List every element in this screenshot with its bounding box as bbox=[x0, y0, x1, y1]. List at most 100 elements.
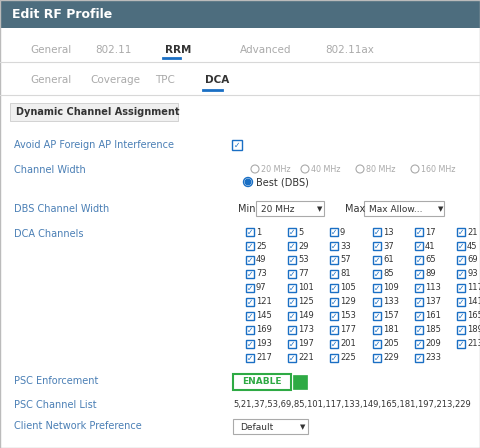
Text: ✓: ✓ bbox=[289, 353, 295, 362]
Text: 117: 117 bbox=[467, 284, 480, 293]
Text: 5,21,37,53,69,85,101,117,133,149,165,181,197,213,229: 5,21,37,53,69,85,101,117,133,149,165,181… bbox=[233, 401, 471, 409]
Text: 53: 53 bbox=[298, 255, 309, 264]
Text: 141: 141 bbox=[467, 297, 480, 306]
Text: 221: 221 bbox=[298, 353, 314, 362]
FancyBboxPatch shape bbox=[288, 326, 296, 334]
FancyBboxPatch shape bbox=[288, 312, 296, 320]
FancyBboxPatch shape bbox=[330, 326, 338, 334]
Text: Max Allow...: Max Allow... bbox=[369, 204, 422, 214]
FancyBboxPatch shape bbox=[373, 298, 381, 306]
FancyBboxPatch shape bbox=[415, 340, 423, 348]
Text: ✓: ✓ bbox=[458, 326, 464, 335]
Text: 181: 181 bbox=[383, 326, 399, 335]
FancyBboxPatch shape bbox=[457, 340, 465, 348]
Text: ✓: ✓ bbox=[374, 326, 380, 335]
Text: 5: 5 bbox=[298, 228, 303, 237]
FancyBboxPatch shape bbox=[330, 312, 338, 320]
Text: 105: 105 bbox=[340, 284, 356, 293]
Text: 9: 9 bbox=[340, 228, 345, 237]
FancyBboxPatch shape bbox=[373, 326, 381, 334]
FancyBboxPatch shape bbox=[373, 354, 381, 362]
Text: ✓: ✓ bbox=[247, 228, 253, 237]
Text: DCA Channels: DCA Channels bbox=[14, 229, 84, 239]
Text: General: General bbox=[30, 45, 71, 55]
FancyBboxPatch shape bbox=[232, 140, 242, 150]
Text: 113: 113 bbox=[425, 284, 441, 293]
FancyBboxPatch shape bbox=[288, 256, 296, 264]
Text: 80 MHz: 80 MHz bbox=[366, 164, 396, 173]
Text: ✓: ✓ bbox=[331, 270, 337, 279]
Text: ✓: ✓ bbox=[331, 353, 337, 362]
Text: 173: 173 bbox=[298, 326, 314, 335]
FancyBboxPatch shape bbox=[288, 284, 296, 292]
FancyBboxPatch shape bbox=[256, 201, 324, 216]
Text: ✓: ✓ bbox=[331, 255, 337, 264]
Text: ✓: ✓ bbox=[374, 270, 380, 279]
Text: 129: 129 bbox=[340, 297, 356, 306]
FancyBboxPatch shape bbox=[457, 228, 465, 236]
Text: PSC Channel List: PSC Channel List bbox=[14, 400, 96, 410]
Text: 197: 197 bbox=[298, 340, 314, 349]
Text: 29: 29 bbox=[298, 241, 309, 250]
Text: ✓: ✓ bbox=[289, 241, 295, 250]
Text: ✓: ✓ bbox=[331, 228, 337, 237]
Text: 160 MHz: 160 MHz bbox=[421, 164, 456, 173]
Text: ✓: ✓ bbox=[331, 326, 337, 335]
Text: 153: 153 bbox=[340, 311, 356, 320]
Text: 61: 61 bbox=[383, 255, 394, 264]
Text: ✓: ✓ bbox=[247, 311, 253, 320]
FancyBboxPatch shape bbox=[330, 256, 338, 264]
FancyBboxPatch shape bbox=[330, 270, 338, 278]
Text: 233: 233 bbox=[425, 353, 441, 362]
Text: Edit RF Profile: Edit RF Profile bbox=[12, 8, 112, 21]
Text: ✓: ✓ bbox=[374, 255, 380, 264]
Text: 45: 45 bbox=[467, 241, 478, 250]
Text: ✓: ✓ bbox=[331, 340, 337, 349]
FancyBboxPatch shape bbox=[288, 228, 296, 236]
FancyBboxPatch shape bbox=[457, 270, 465, 278]
Text: ✓: ✓ bbox=[247, 340, 253, 349]
Text: ✓: ✓ bbox=[289, 326, 295, 335]
FancyBboxPatch shape bbox=[373, 256, 381, 264]
Text: ▼: ▼ bbox=[300, 424, 305, 430]
FancyBboxPatch shape bbox=[457, 312, 465, 320]
Text: ✓: ✓ bbox=[458, 340, 464, 349]
Text: 217: 217 bbox=[256, 353, 272, 362]
Text: ✓: ✓ bbox=[374, 241, 380, 250]
Text: ✓: ✓ bbox=[416, 353, 422, 362]
Text: 189: 189 bbox=[467, 326, 480, 335]
Text: 77: 77 bbox=[298, 270, 309, 279]
FancyBboxPatch shape bbox=[330, 284, 338, 292]
Text: ✓: ✓ bbox=[247, 241, 253, 250]
Text: 157: 157 bbox=[383, 311, 399, 320]
FancyBboxPatch shape bbox=[246, 270, 254, 278]
Text: ✓: ✓ bbox=[374, 311, 380, 320]
FancyBboxPatch shape bbox=[246, 354, 254, 362]
Text: 1: 1 bbox=[256, 228, 261, 237]
Text: 145: 145 bbox=[256, 311, 272, 320]
FancyBboxPatch shape bbox=[415, 256, 423, 264]
Text: ✓: ✓ bbox=[416, 311, 422, 320]
Text: ✓: ✓ bbox=[416, 284, 422, 293]
Text: DCA: DCA bbox=[205, 75, 229, 85]
Text: ✓: ✓ bbox=[416, 241, 422, 250]
Text: ✓: ✓ bbox=[458, 284, 464, 293]
Text: Coverage: Coverage bbox=[90, 75, 140, 85]
Text: 65: 65 bbox=[425, 255, 436, 264]
Text: 802.11ax: 802.11ax bbox=[325, 45, 374, 55]
FancyBboxPatch shape bbox=[233, 419, 308, 434]
Text: Min: Min bbox=[238, 204, 255, 214]
Text: 20 MHz: 20 MHz bbox=[261, 204, 295, 214]
Text: 69: 69 bbox=[467, 255, 478, 264]
FancyBboxPatch shape bbox=[246, 228, 254, 236]
Text: ✓: ✓ bbox=[458, 297, 464, 306]
Text: ENABLE: ENABLE bbox=[242, 378, 282, 387]
Text: 201: 201 bbox=[340, 340, 356, 349]
Text: 13: 13 bbox=[383, 228, 394, 237]
FancyBboxPatch shape bbox=[246, 340, 254, 348]
Text: ✓: ✓ bbox=[331, 241, 337, 250]
Text: ✓: ✓ bbox=[247, 353, 253, 362]
Text: RRM: RRM bbox=[165, 45, 192, 55]
FancyBboxPatch shape bbox=[373, 228, 381, 236]
Text: Max: Max bbox=[345, 204, 365, 214]
